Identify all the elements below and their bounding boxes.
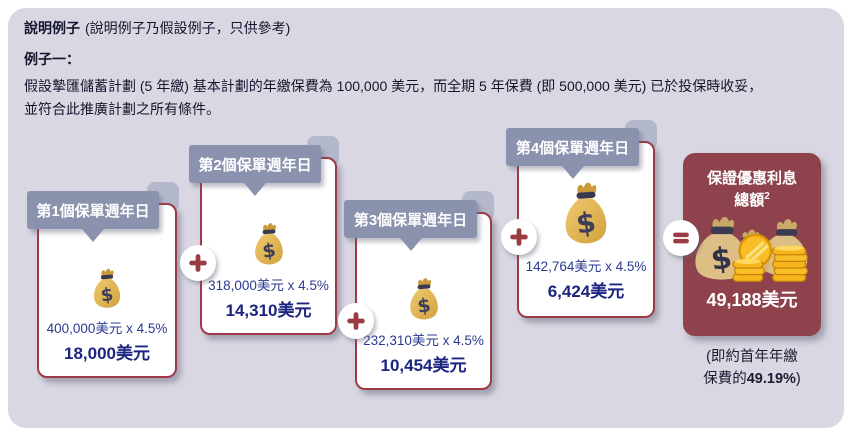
equals-icon bbox=[670, 227, 692, 249]
plus-operator bbox=[180, 245, 216, 281]
plus-icon bbox=[508, 226, 530, 248]
total-amount: 49,188美元 bbox=[706, 289, 798, 310]
anniversary-card-1: 400,000美元 x 4.5% 18,000美元 bbox=[37, 203, 177, 378]
example-note-title: 說明例子 bbox=[24, 20, 80, 36]
plus-operator bbox=[501, 219, 537, 255]
total-interest-card: 保證優惠利息 總額2 49,188美元 bbox=[683, 153, 821, 336]
card-badge-3: 第3個保單週年日 bbox=[344, 200, 477, 238]
example-note-text: (說明例子乃假設例子，只供參考) bbox=[85, 20, 291, 36]
anniversary-card-2: 318,000美元 x 4.5% 14,310美元 bbox=[200, 157, 337, 335]
plus-icon bbox=[345, 310, 367, 332]
footnote-line1: (即約首年年繳 bbox=[706, 349, 798, 365]
money-bag-icon bbox=[405, 276, 443, 323]
money-bags-and-coins-icon bbox=[690, 214, 814, 284]
footnote-line2-suffix: ) bbox=[795, 371, 801, 388]
total-title-superscript: 2 bbox=[764, 190, 770, 202]
card-formula: 400,000美元 x 4.5% bbox=[46, 321, 168, 336]
card-amount: 14,310美元 bbox=[225, 301, 312, 320]
footnote-line2-prefix: 保費的 bbox=[703, 371, 747, 388]
example-description-line2: 並符合此推廣計劃之所有條件。 bbox=[24, 101, 220, 117]
card-amount: 18,000美元 bbox=[64, 344, 150, 363]
card-formula: 318,000美元 x 4.5% bbox=[208, 278, 329, 293]
card-amount: 10,454美元 bbox=[380, 356, 467, 375]
card-amount: 6,424美元 bbox=[547, 282, 625, 301]
card-formula: 142,764美元 x 4.5% bbox=[525, 259, 647, 274]
card-badge-2: 第2個保單週年日 bbox=[189, 145, 321, 183]
total-title-line2: 總額 bbox=[734, 191, 765, 209]
card-badge-4: 第4個保單週年日 bbox=[506, 128, 639, 166]
example-one-label: 例子一： bbox=[24, 51, 80, 67]
anniversary-card-4: 142,764美元 x 4.5% 6,424美元 bbox=[517, 141, 655, 318]
total-title-line1: 保證優惠利息 bbox=[706, 170, 797, 187]
money-bag-icon bbox=[250, 221, 288, 268]
footnote-percentage: 49.19% bbox=[746, 371, 796, 388]
money-bag-icon bbox=[89, 267, 125, 311]
plus-operator bbox=[338, 303, 374, 339]
card-formula: 232,310美元 x 4.5% bbox=[363, 333, 484, 348]
equals-operator bbox=[663, 220, 699, 256]
plus-icon bbox=[187, 252, 209, 274]
example-description-line1: 假設摯匯儲蓄計劃 (5 年繳) 基本計劃的年繳保費為 100,000 美元，而全… bbox=[24, 78, 763, 94]
anniversary-card-3: 232,310美元 x 4.5% 10,454美元 bbox=[355, 212, 492, 390]
example-note-line: 說明例子 (說明例子乃假設例子，只供參考) bbox=[24, 18, 290, 39]
total-card-title: 保證優惠利息 總額2 bbox=[707, 168, 797, 212]
total-footnote: (即約首年年繳 保費的49.19%) bbox=[678, 346, 826, 391]
money-bag-icon bbox=[558, 179, 614, 249]
card-badge-1: 第1個保單週年日 bbox=[27, 191, 159, 229]
